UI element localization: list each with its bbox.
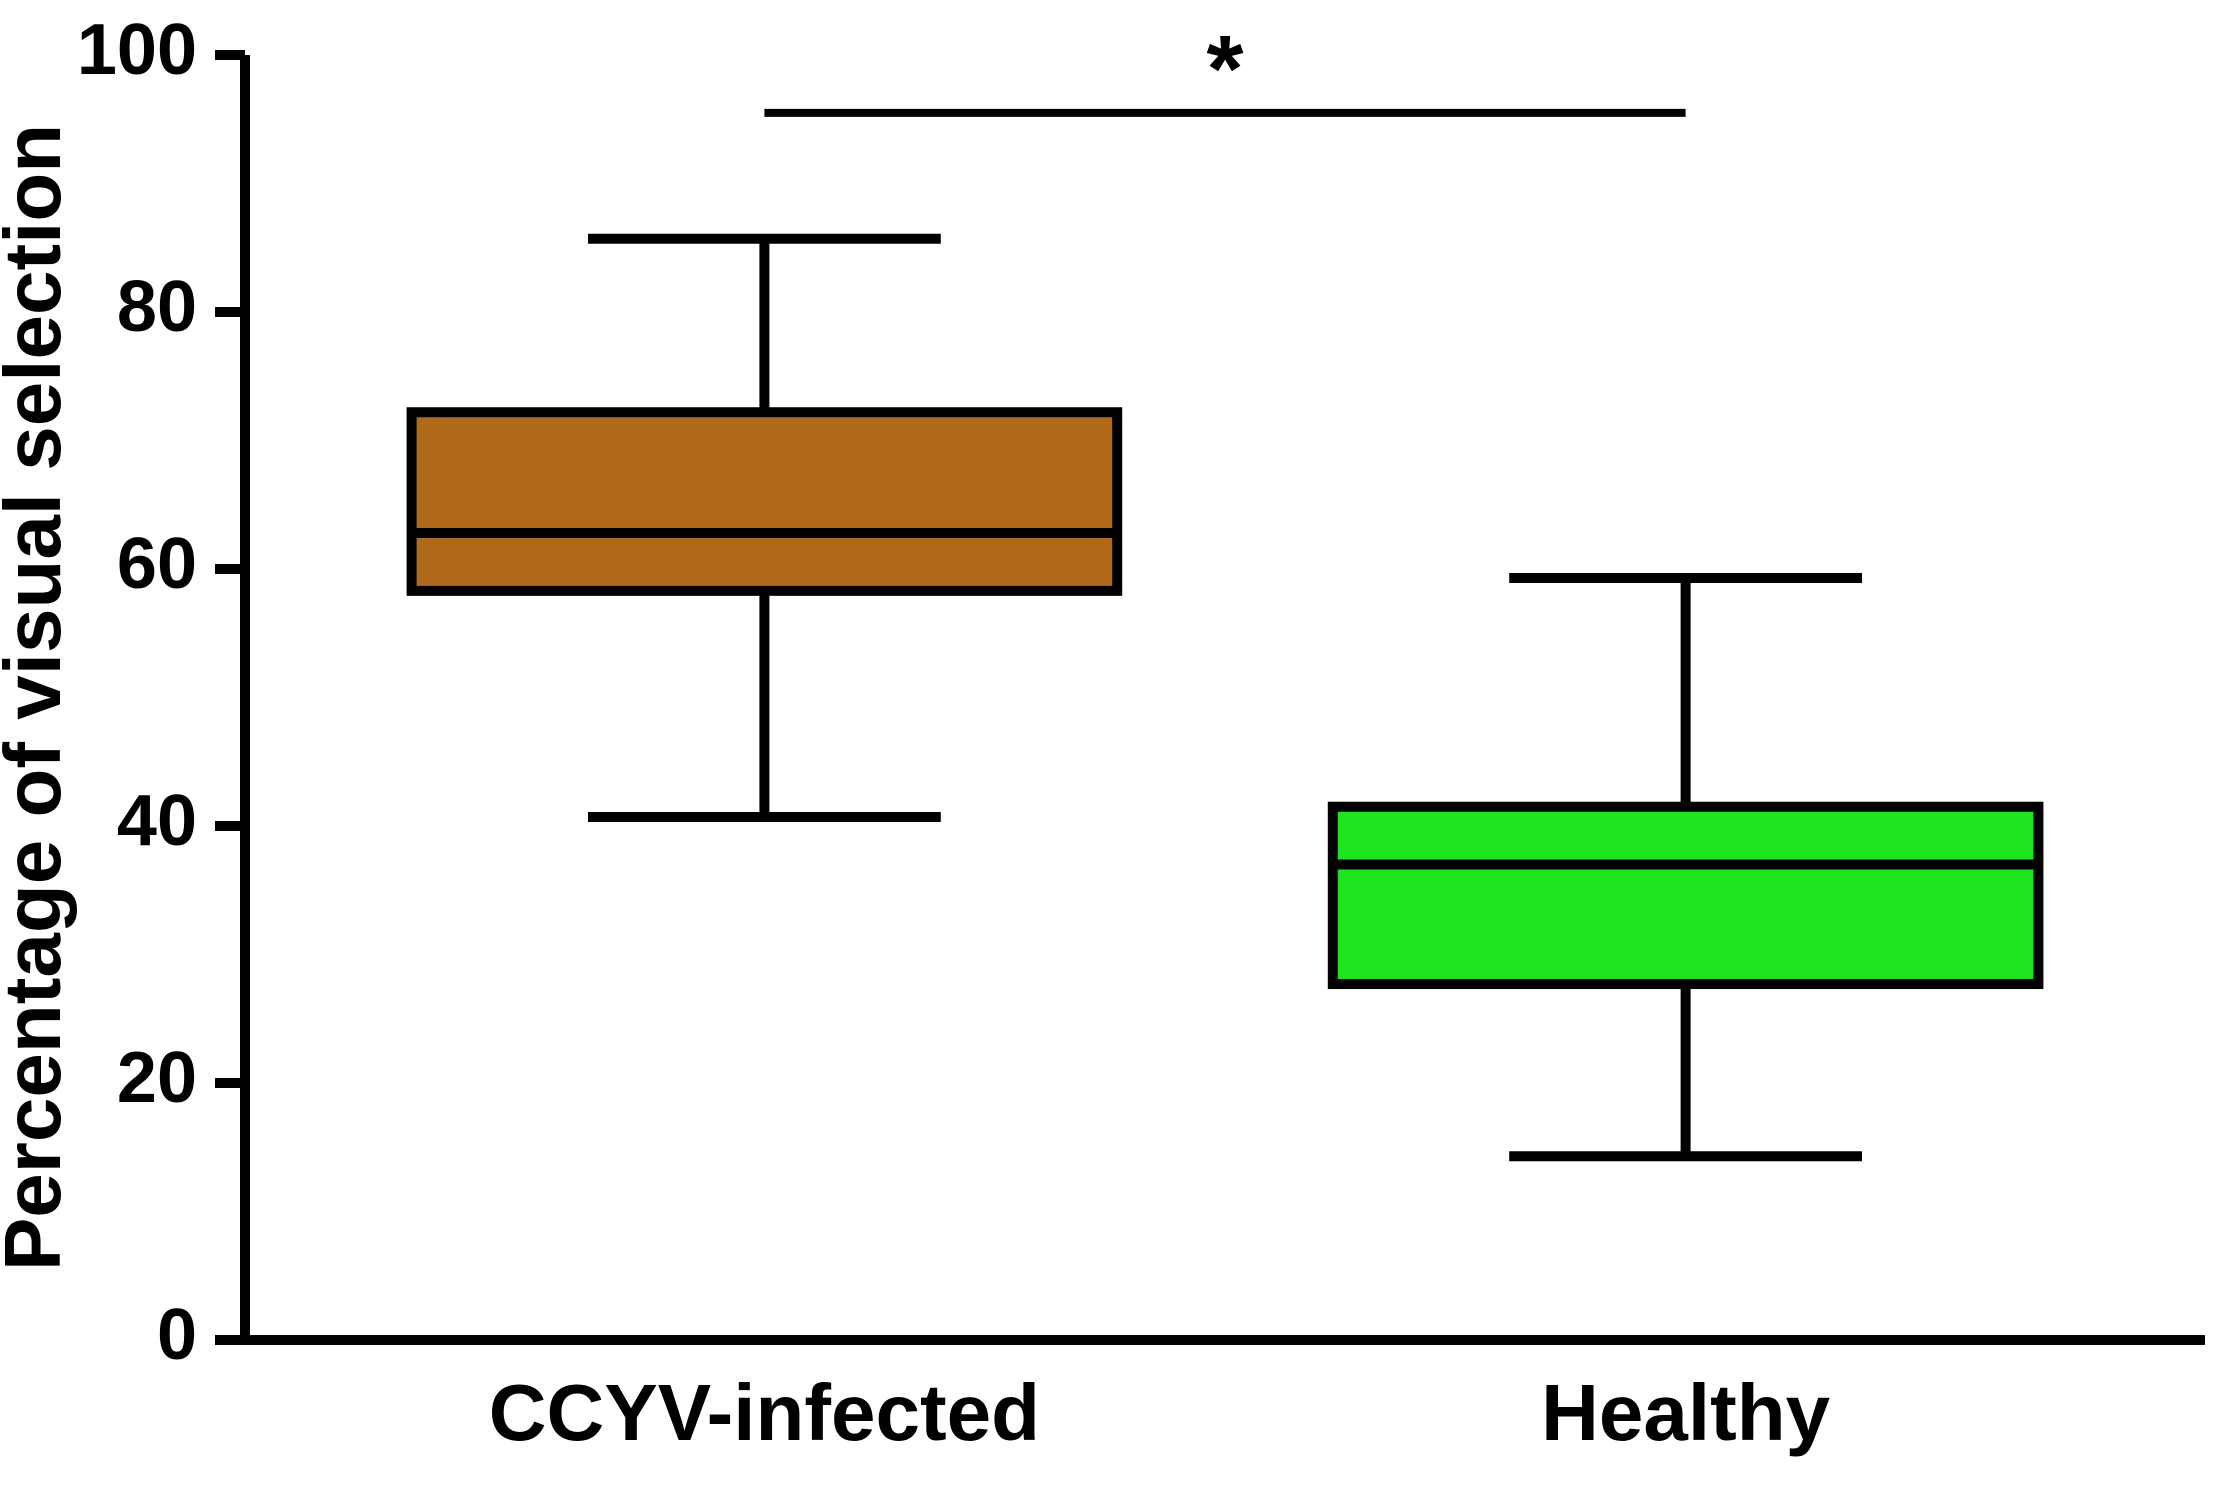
y-tick-label: 60 [117, 524, 197, 604]
box-1 [1333, 807, 2039, 984]
y-tick-label: 20 [117, 1038, 197, 1118]
chart-container: CCYV-infected Healthy 0 20 40 60 80 100Percenta… [0, 0, 2217, 1495]
y-tick-label: 0 [157, 1295, 197, 1375]
category-label: CCYV-infected [489, 1368, 1040, 1457]
significance-marker: * [1207, 16, 1244, 122]
y-axis-title: Percentage of visual selection [0, 124, 77, 1271]
category-label: Healthy [1541, 1368, 1830, 1457]
boxplot-chart: CCYV-infected Healthy 0 20 40 60 80 100Percenta… [0, 0, 2217, 1495]
y-tick-label: 40 [117, 781, 197, 861]
y-tick-label: 100 [77, 10, 197, 90]
box-0 [412, 412, 1118, 591]
y-tick-label: 80 [117, 267, 197, 347]
